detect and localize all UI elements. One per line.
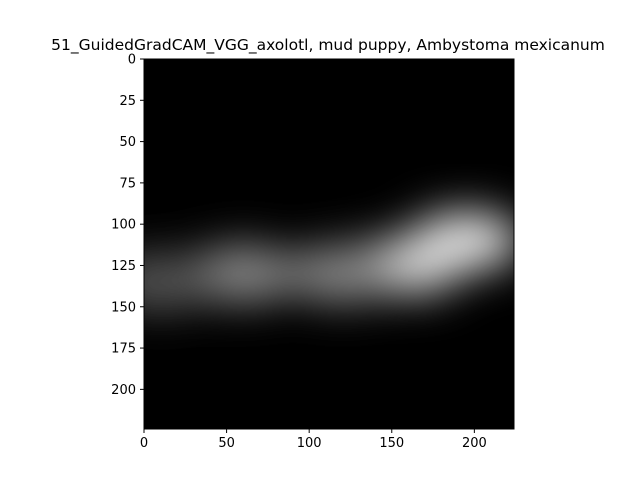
x-tick-label: 0 <box>140 436 148 451</box>
y-tick-label: 25 <box>119 94 136 109</box>
plot-frame <box>143 58 515 430</box>
chart-title: 51_GuidedGradCAM_VGG_axolotl, mud puppy,… <box>51 36 605 55</box>
y-tick-label: 100 <box>111 218 136 233</box>
heatmap-hotspot <box>144 253 216 310</box>
y-tick-label: 0 <box>128 53 136 68</box>
heatmap-image <box>144 59 514 429</box>
y-tick-label: 125 <box>111 259 136 274</box>
y-tick-label: 200 <box>111 383 136 398</box>
x-tick-label: 100 <box>297 436 322 451</box>
heatmap-hotspot <box>188 245 299 302</box>
x-tick-label: 50 <box>218 436 235 451</box>
y-tick-label: 50 <box>119 135 136 150</box>
y-axis: 0 25 50 75 100 125 150 175 200 <box>111 53 144 398</box>
x-tick-label: 200 <box>462 436 487 451</box>
y-tick-label: 150 <box>111 300 136 315</box>
heatmap-hotspot <box>287 245 398 302</box>
x-axis: 0 50 100 150 200 <box>140 429 487 451</box>
y-tick-label: 75 <box>119 176 136 191</box>
heatmap-blobs <box>144 212 514 310</box>
y-tick-label: 175 <box>111 342 136 357</box>
x-tick-label: 150 <box>379 436 404 451</box>
